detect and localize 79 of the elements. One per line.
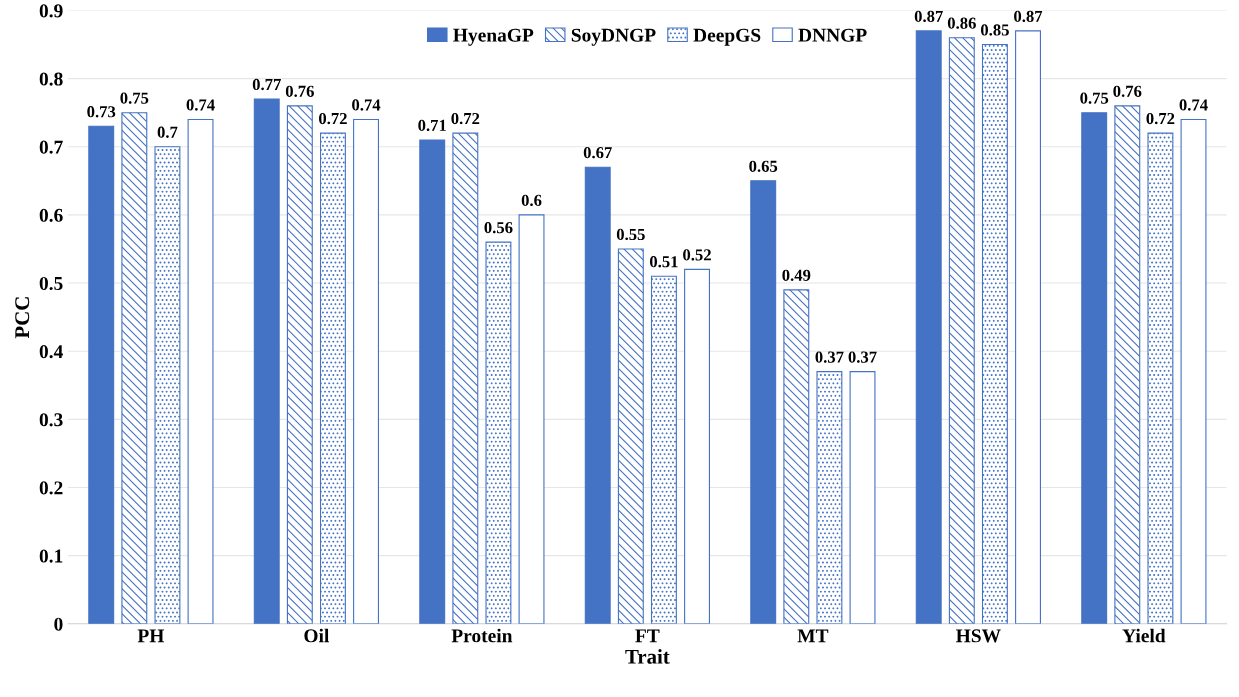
x-axis-title: Trait xyxy=(625,649,670,664)
data-label: 0.74 xyxy=(186,99,215,111)
data-label: 0.67 xyxy=(583,147,612,159)
x-tick-label: MT xyxy=(797,629,829,643)
x-tick-label: FT xyxy=(635,629,660,643)
y-tick-label: 0.3 xyxy=(39,413,63,427)
bar xyxy=(584,166,611,624)
x-tick-label: Yield xyxy=(1122,628,1166,643)
bar xyxy=(617,248,644,624)
y-tick-label: 0.9 xyxy=(39,4,63,18)
data-label: 0.86 xyxy=(947,17,976,29)
bar xyxy=(915,30,942,624)
bar xyxy=(750,180,777,624)
y-tick-label: 0.2 xyxy=(39,481,63,495)
data-label: 0.49 xyxy=(782,269,811,282)
x-tick-label: PH xyxy=(137,629,165,643)
bar xyxy=(187,118,214,624)
data-label: 0.65 xyxy=(749,160,778,172)
bar xyxy=(1081,112,1108,624)
bar xyxy=(1114,105,1141,624)
data-label: 0.37 xyxy=(848,351,877,363)
bar xyxy=(816,371,843,624)
data-label: 0.55 xyxy=(616,228,645,241)
bar xyxy=(1147,132,1174,624)
bar xyxy=(783,289,810,624)
bar xyxy=(419,139,446,624)
bar xyxy=(485,241,512,624)
data-label: 0.72 xyxy=(451,112,480,125)
bar xyxy=(353,118,380,624)
data-label: 0.72 xyxy=(1146,112,1175,125)
y-tick-label: 0.5 xyxy=(39,276,63,291)
data-label: 0.37 xyxy=(815,351,844,363)
y-tick-label: 0.6 xyxy=(39,208,63,222)
y-tick-label: 0.7 xyxy=(39,140,63,154)
data-label: 0.72 xyxy=(318,112,347,125)
bar xyxy=(948,37,975,624)
data-label: 0.85 xyxy=(980,24,1009,36)
bar xyxy=(286,105,313,624)
data-label: 0.6 xyxy=(521,194,542,207)
legend-label: DNNGP xyxy=(798,28,867,42)
legend-label: HyenaGP xyxy=(453,28,534,46)
data-label: 0.7 xyxy=(157,126,178,138)
legend-label: DeepGS xyxy=(693,28,761,46)
data-label: 0.87 xyxy=(914,10,943,23)
data-label: 0.71 xyxy=(418,119,446,132)
x-tick-label: HSW xyxy=(956,629,1001,643)
bar xyxy=(849,371,876,624)
y-tick-label: 0.8 xyxy=(39,72,63,86)
data-label: 0.77 xyxy=(252,78,281,91)
bar xyxy=(452,132,479,624)
bar xyxy=(518,214,545,624)
bar xyxy=(1180,118,1207,624)
y-tick-label: 0.1 xyxy=(39,549,63,563)
data-label: 0.56 xyxy=(484,221,513,234)
bar xyxy=(121,112,148,624)
data-label: 0.51 xyxy=(649,256,678,268)
data-label: 0.74 xyxy=(1179,99,1208,111)
data-label: 0.76 xyxy=(285,85,314,97)
y-axis-title: PCC xyxy=(15,297,30,339)
legend-label: SoyDNGP xyxy=(571,28,656,46)
y-tick-label: 0 xyxy=(54,617,63,631)
bar xyxy=(650,275,677,624)
bar xyxy=(981,43,1008,624)
bar xyxy=(154,146,181,624)
data-label: 0.75 xyxy=(1080,92,1109,104)
bar xyxy=(684,268,710,624)
data-label: 0.74 xyxy=(352,99,381,111)
bar xyxy=(319,132,346,624)
data-label: 0.87 xyxy=(1014,10,1043,23)
data-label: 0.73 xyxy=(87,106,116,118)
data-label: 0.76 xyxy=(1113,85,1142,97)
bar xyxy=(1015,30,1041,624)
bar xyxy=(253,98,280,624)
x-tick-label: Protein xyxy=(451,628,513,643)
y-tick-label: 0.4 xyxy=(39,345,63,359)
x-tick-label: Oil xyxy=(304,628,330,643)
data-label: 0.75 xyxy=(120,92,149,104)
bar xyxy=(88,125,115,624)
data-label: 0.52 xyxy=(683,249,711,261)
